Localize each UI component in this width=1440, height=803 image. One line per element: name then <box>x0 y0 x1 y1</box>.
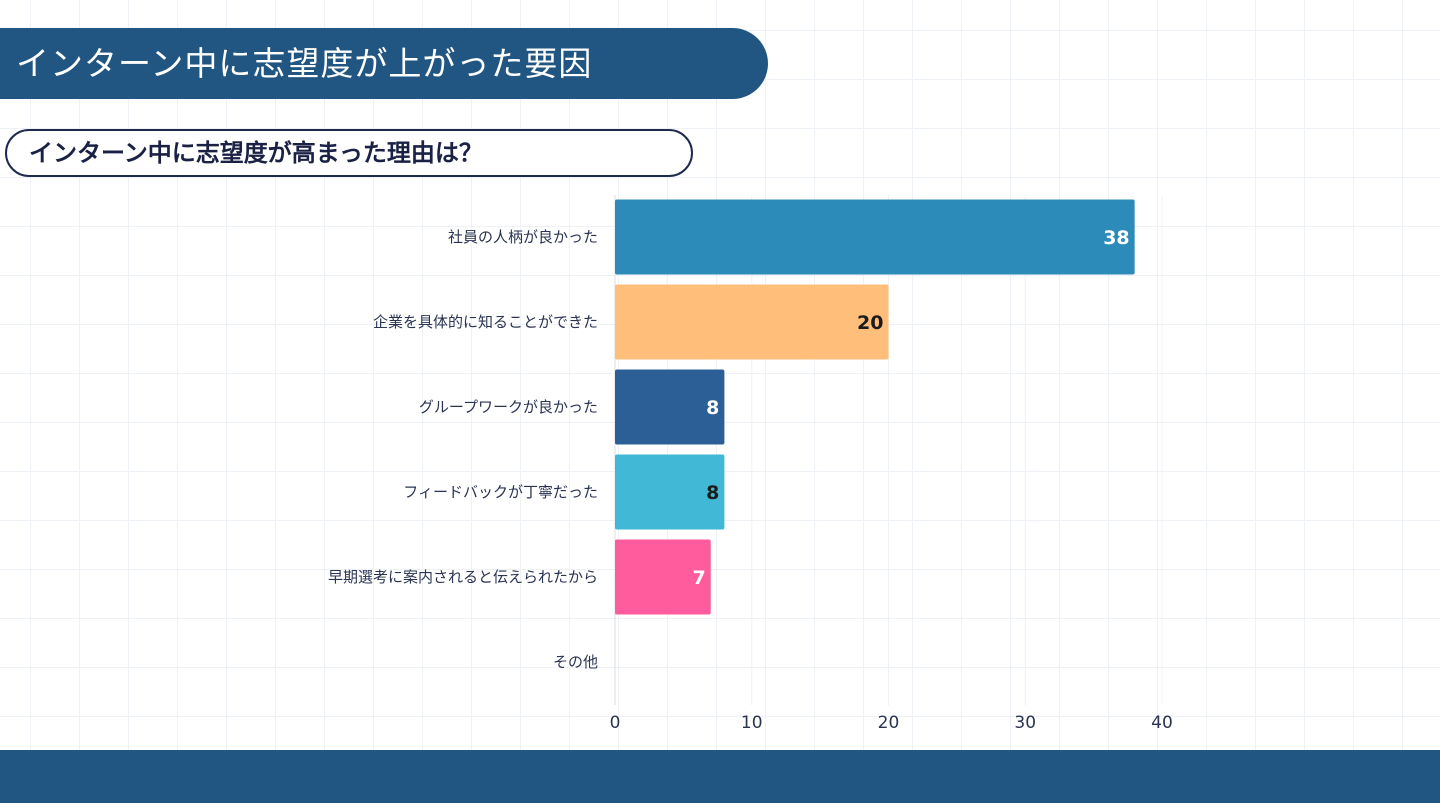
question-label: インターン中に志望度が高まった理由は？ <box>5 129 693 177</box>
data-label: 8 <box>706 482 719 504</box>
slide-title: インターン中に志望度が上がった要因 <box>0 28 768 99</box>
bar <box>615 199 1135 275</box>
bar <box>615 369 725 445</box>
category-label: 企業を具体的に知ることができた <box>373 313 598 331</box>
category-label: 社員の人柄が良かった <box>448 228 598 246</box>
bar <box>615 539 711 615</box>
data-label: 38 <box>1103 227 1129 249</box>
x-tick-label: 10 <box>741 713 763 733</box>
category-label: グループワークが良かった <box>419 398 598 416</box>
category-label: その他 <box>553 653 598 671</box>
x-tick-label: 20 <box>878 713 900 733</box>
category-label: 早期選考に案内されると伝えられたから <box>328 568 598 586</box>
category-label: フィードバックが丁寧だった <box>403 483 598 501</box>
bar <box>615 284 889 360</box>
data-label: 8 <box>706 397 719 419</box>
x-tick-label: 0 <box>610 713 621 733</box>
bar <box>615 454 725 530</box>
x-tick-label: 40 <box>1151 713 1173 733</box>
data-label: 20 <box>857 312 883 334</box>
x-tick-label: 30 <box>1014 713 1036 733</box>
footer-bar <box>0 750 1440 803</box>
data-label: 7 <box>692 567 705 589</box>
